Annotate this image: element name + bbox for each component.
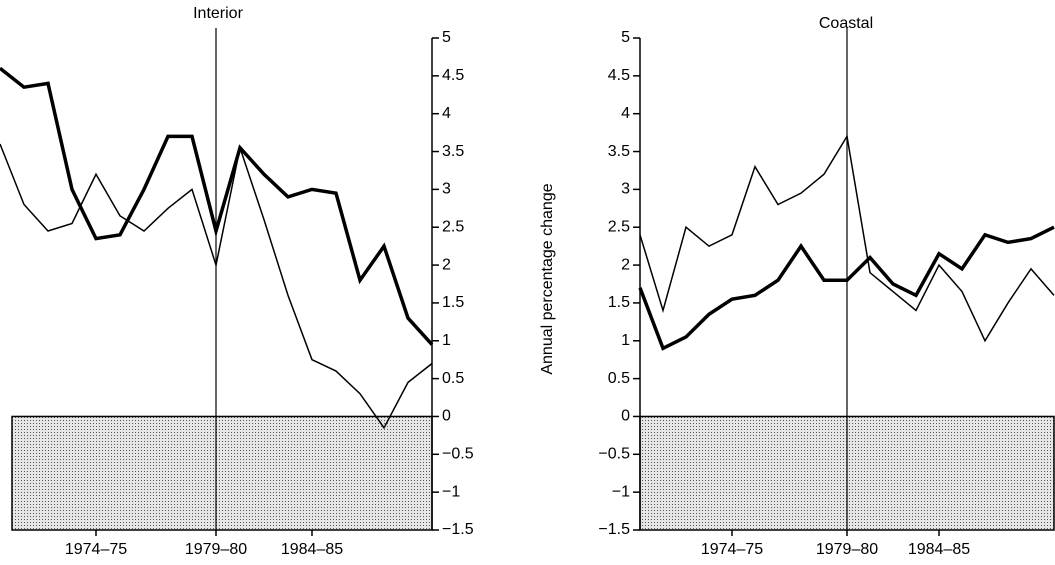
x-tick-label: 1979–80: [816, 541, 878, 558]
panel-title: Coastal: [819, 15, 873, 32]
y-tick-label: −0.5: [442, 446, 474, 463]
y-tick-label: 1.5: [608, 294, 630, 311]
y-tick-label: 3: [621, 181, 630, 198]
y-tick-label: 3.5: [442, 143, 464, 160]
x-tick-label: 1974–75: [65, 541, 127, 558]
y-tick-label: 4: [442, 105, 451, 122]
y-tick-label: 2.5: [608, 218, 630, 235]
y-tick-label: 5: [621, 29, 630, 46]
x-tick-label: 1984–85: [908, 541, 970, 558]
y-tick-label: 2: [621, 256, 630, 273]
y-tick-label: 3: [442, 181, 451, 198]
series-line: [0, 66, 434, 346]
panel-title: Interior: [193, 5, 243, 22]
y-tick-label: 2.5: [442, 218, 464, 235]
y-axis-label: Annual percentage change: [539, 183, 556, 374]
y-tick-label: −1.5: [598, 521, 630, 538]
y-tick-label: 1.5: [442, 294, 464, 311]
negative-region: [11, 415, 433, 531]
y-tick-label: 4: [621, 105, 630, 122]
x-tick-label: 1984–85: [281, 541, 343, 558]
y-tick-label: 3.5: [608, 143, 630, 160]
y-tick-label: 1: [621, 332, 630, 349]
y-tick-label: 0.5: [608, 370, 630, 387]
x-tick-label: 1974–75: [701, 541, 763, 558]
y-tick-label: 0: [442, 408, 451, 425]
y-tick-label: 4.5: [442, 67, 464, 84]
y-tick-label: −0.5: [598, 446, 630, 463]
y-tick-label: 4.5: [608, 67, 630, 84]
y-tick-label: 5: [442, 29, 451, 46]
series-line: [639, 134, 1055, 343]
y-tick-label: 0: [621, 408, 630, 425]
x-tick-label: 1979–80: [185, 541, 247, 558]
y-tick-label: −1: [612, 483, 630, 500]
y-tick-label: −1.5: [442, 521, 474, 538]
y-tick-label: 0.5: [442, 370, 464, 387]
y-tick-label: 2: [442, 256, 451, 273]
series-line: [638, 225, 1055, 351]
series-line: [0, 143, 433, 430]
y-tick-label: 1: [442, 332, 451, 349]
y-tick-label: −1: [442, 483, 460, 500]
